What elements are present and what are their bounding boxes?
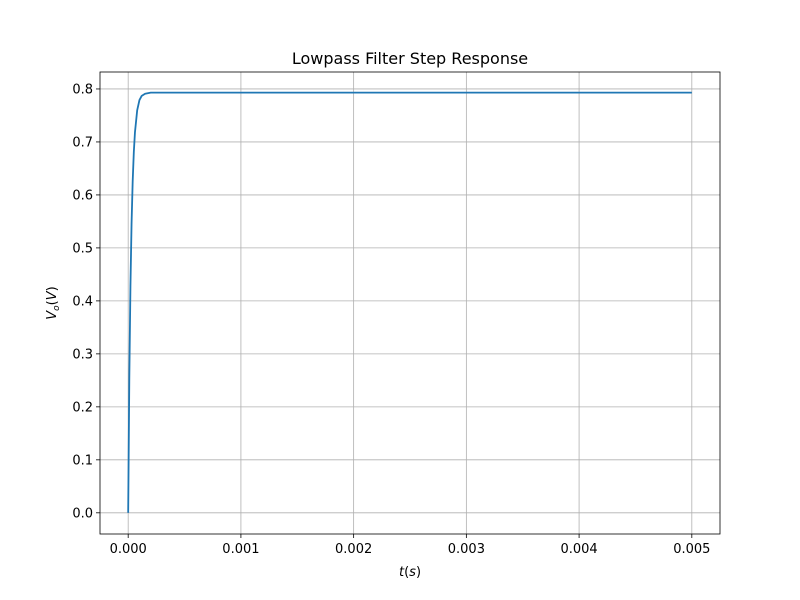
x-tick-label: 0.003 [448, 542, 485, 557]
y-axis-label: Vo(V) [45, 286, 62, 319]
y-tick-label: 0.8 [72, 82, 93, 97]
x-tick-label: 0.005 [673, 542, 710, 557]
y-tick-label: 0.0 [72, 506, 93, 521]
y-tick-label: 0.1 [72, 453, 93, 468]
x-tick-label: 0.001 [222, 542, 259, 557]
chart-title: Lowpass Filter Step Response [292, 49, 528, 68]
y-axis-variable: V [45, 310, 60, 320]
x-axis-variable: t [399, 565, 405, 580]
x-tick-label: 0.002 [335, 542, 372, 557]
grid [100, 72, 720, 534]
x-axis-close-paren: ) [416, 565, 421, 580]
y-axis-subscript: o [52, 305, 62, 311]
ticks: 0.000 0.001 0.002 0.003 0.004 0.005 0.0 0.1 0.2 0… [72, 82, 710, 557]
y-tick-label: 0.5 [72, 241, 93, 256]
y-axis-close-paren: ) [45, 286, 60, 291]
x-tick-label: 0.004 [560, 542, 597, 557]
y-axis-open-paren: ( [45, 300, 60, 305]
x-tick-label: 0.000 [110, 542, 147, 557]
y-axis-unit: V [45, 290, 60, 300]
x-axis-label: t(s) [399, 565, 421, 580]
series-layer [127, 91, 692, 513]
x-axis-unit: s [409, 565, 416, 580]
series-line [127, 91, 692, 513]
y-tick-label: 0.4 [72, 294, 93, 309]
x-axis-open-paren: ( [404, 565, 409, 580]
y-tick-label: 0.6 [72, 188, 93, 203]
y-tick-label: 0.2 [72, 400, 93, 415]
y-tick-label: 0.7 [72, 135, 93, 150]
plot-frame [99, 71, 721, 535]
y-tick-label: 0.3 [72, 347, 93, 362]
